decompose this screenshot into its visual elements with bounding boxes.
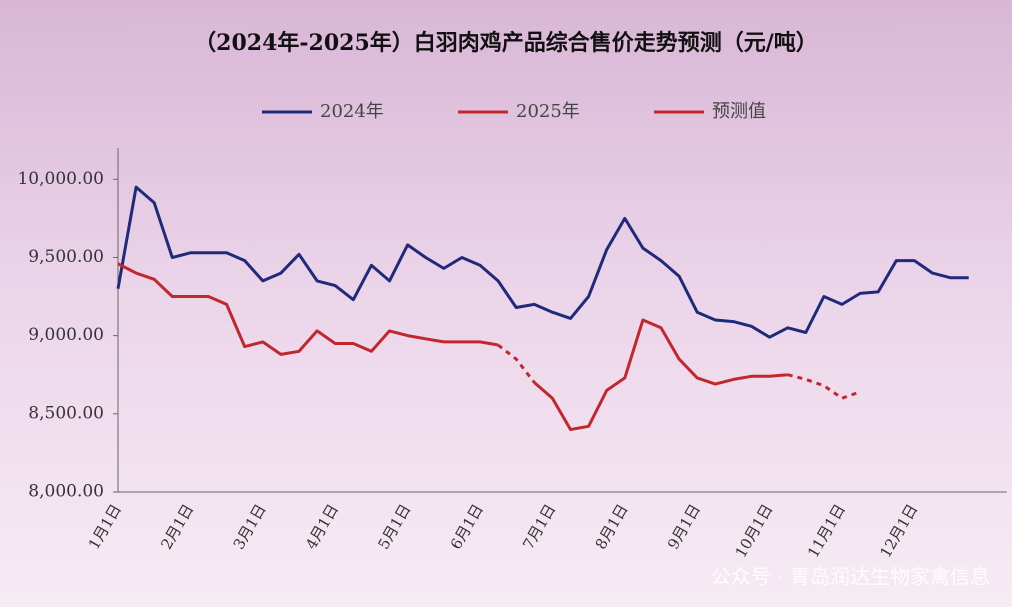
y-tick-label: 8,000.00 [28, 482, 104, 502]
y-tick-label: 10,000.00 [17, 169, 104, 189]
legend-label: 预测值 [712, 101, 766, 122]
y-tick-label: 8,500.00 [28, 403, 104, 423]
chart-title: （2024年-2025年）白羽肉鸡产品综合售价走势预测（元/吨） [194, 30, 818, 56]
watermark: 公众号 · 青岛润达生物家禽信息 [711, 565, 990, 589]
series-line [497, 343, 861, 400]
series-line [116, 185, 969, 339]
y-tick-label: 9,500.00 [28, 247, 104, 267]
legend-label: 2024年 [320, 101, 384, 122]
y-tick-label: 9,000.00 [28, 325, 104, 345]
legend-label: 2025年 [516, 101, 580, 122]
series-line [117, 262, 788, 431]
